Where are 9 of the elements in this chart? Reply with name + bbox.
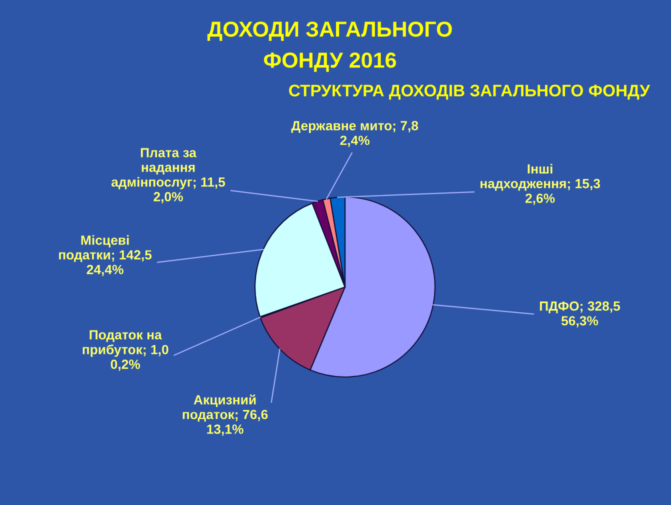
slice-label: ПДФО; 328,5 56,3% — [540, 301, 620, 328]
slice-label: Плата за надання адмінпослуг; 11,5 2,0% — [111, 148, 226, 204]
slice-label: Місцеві податки; 142,5 24,4% — [59, 235, 152, 276]
chart-subtitle: СТРУКТУРА ДОХОДІВ ЗАГАЛЬНОГО ФОНДУ — [289, 84, 650, 100]
slice-label: Акцизний податок; 76,6 13,1% — [182, 394, 268, 436]
slice-label: Податок на прибуток; 1,0 0,2% — [82, 330, 168, 371]
slice-label: Інші надходження; 15,3 2,6% — [480, 164, 600, 205]
chart-title: ДОХОДИ ЗАГАЛЬНОГО ФОНДУ 2016 — [207, 22, 452, 72]
slice-label: Державне мито; 7,8 2,4% — [291, 121, 418, 147]
